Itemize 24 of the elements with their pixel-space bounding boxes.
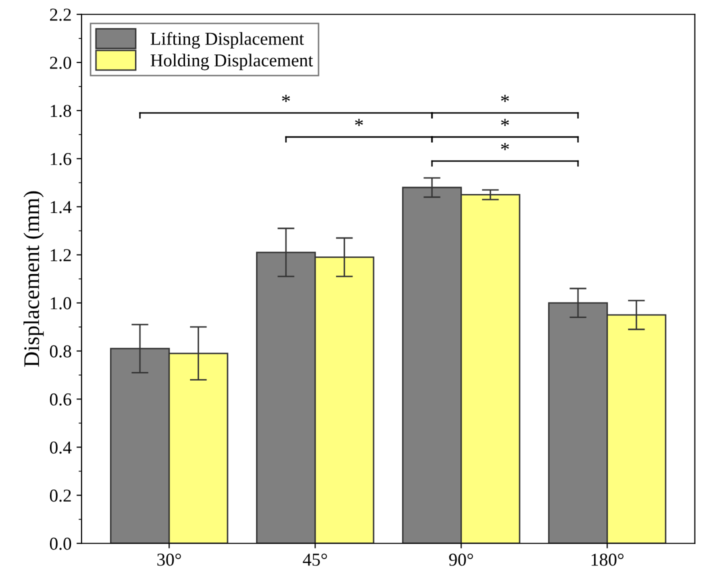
y-tick-label: 0.2 bbox=[50, 490, 71, 502]
annotation: * bbox=[282, 94, 290, 102]
y-tick-label: 0.0 bbox=[50, 538, 72, 550]
y-tick-label: 2.0 bbox=[50, 56, 72, 69]
y-tick-label: 1.2 bbox=[50, 249, 71, 262]
y-tick-label: 1.4 bbox=[50, 201, 72, 214]
y-tick-label: 1.0 bbox=[50, 297, 72, 310]
y-tick-label: 0.4 bbox=[50, 441, 72, 454]
annotation: * bbox=[355, 118, 363, 126]
y-tick-label: 1.6 bbox=[50, 152, 72, 166]
x-tick-label: 90° bbox=[449, 554, 473, 566]
y-axis-title: Displacement (mm) bbox=[24, 191, 44, 367]
annotation: * bbox=[501, 118, 509, 126]
annotation: * bbox=[501, 94, 509, 102]
legend-label: Lifting Displacement bbox=[150, 32, 304, 49]
x-tick-label: 180° bbox=[592, 554, 624, 566]
annotation: * bbox=[501, 142, 509, 150]
x-tick-label: 30° bbox=[157, 554, 181, 566]
legend-label: Holding Displacement bbox=[150, 54, 314, 70]
x-tick-label: 45° bbox=[302, 554, 327, 566]
y-tick-label: 0.8 bbox=[50, 345, 72, 358]
y-tick-label: 1.8 bbox=[50, 104, 72, 118]
y-tick-label: 2.2 bbox=[50, 8, 71, 21]
y-tick-label: 0.6 bbox=[50, 393, 72, 406]
